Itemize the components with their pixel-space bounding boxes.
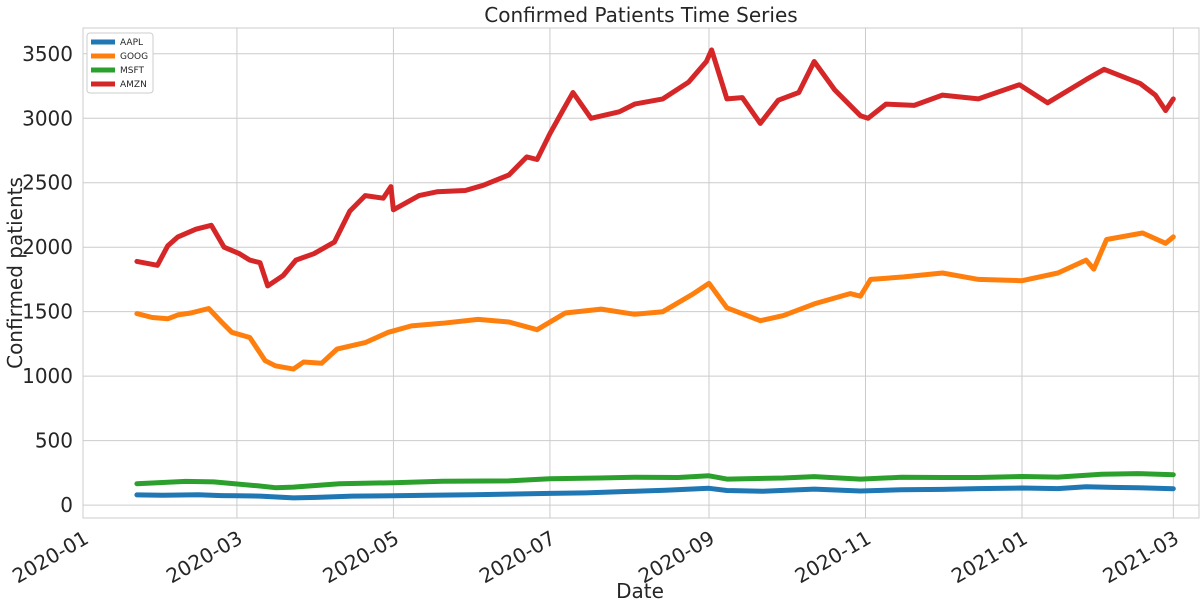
x-tick-labels: 2020-01 2020-03 2020-05 2020-07 2020-09 2020-… bbox=[8, 526, 1183, 589]
series-line-msft bbox=[134, 471, 1176, 491]
x-tick-label: 2021-03 bbox=[1098, 526, 1182, 589]
series-line-amzn bbox=[134, 47, 1176, 289]
legend-box bbox=[86, 32, 154, 94]
x-tick-label: 2020-03 bbox=[162, 526, 246, 589]
legend: AAPL GOOG MSFT AMZN bbox=[86, 32, 154, 94]
y-gridlines bbox=[83, 53, 1199, 506]
y-tick-label: 3000 bbox=[22, 106, 73, 130]
chart-title: Confirmed Patients Time Series bbox=[484, 3, 797, 27]
y-tick-labels: 0 500 1000 1500 2000 2500 3000 3500 bbox=[22, 42, 73, 517]
y-tick-label: 0 bbox=[60, 493, 73, 517]
legend-label-msft: MSFT bbox=[120, 66, 144, 76]
x-tick-label: 2020-07 bbox=[475, 526, 559, 589]
x-axis-title: Date bbox=[616, 579, 664, 603]
x-tick-label: 2020-01 bbox=[8, 526, 92, 589]
y-tick-label: 2500 bbox=[22, 171, 73, 195]
series-layer bbox=[134, 47, 1176, 501]
y-axis-title: Confirmed patients bbox=[3, 177, 27, 369]
y-tick-label: 1000 bbox=[22, 364, 73, 388]
legend-label-amzn: AMZN bbox=[120, 80, 147, 90]
legend-label-aapl: AAPL bbox=[120, 38, 143, 48]
x-tick-label: 2020-11 bbox=[791, 526, 875, 589]
y-tick-label: 2000 bbox=[22, 235, 73, 259]
x-tick-label: 2020-05 bbox=[319, 526, 403, 589]
y-tick-label: 1500 bbox=[22, 300, 73, 324]
series-line-aapl bbox=[134, 484, 1176, 501]
plot-background bbox=[83, 28, 1199, 518]
x-tick-label: 2021-01 bbox=[947, 526, 1031, 589]
y-tick-label: 500 bbox=[35, 429, 73, 453]
series-line-goog bbox=[134, 230, 1176, 372]
legend-label-goog: GOOG bbox=[120, 52, 148, 62]
y-tick-label: 3500 bbox=[22, 42, 73, 66]
plot-frame bbox=[82, 27, 1200, 519]
